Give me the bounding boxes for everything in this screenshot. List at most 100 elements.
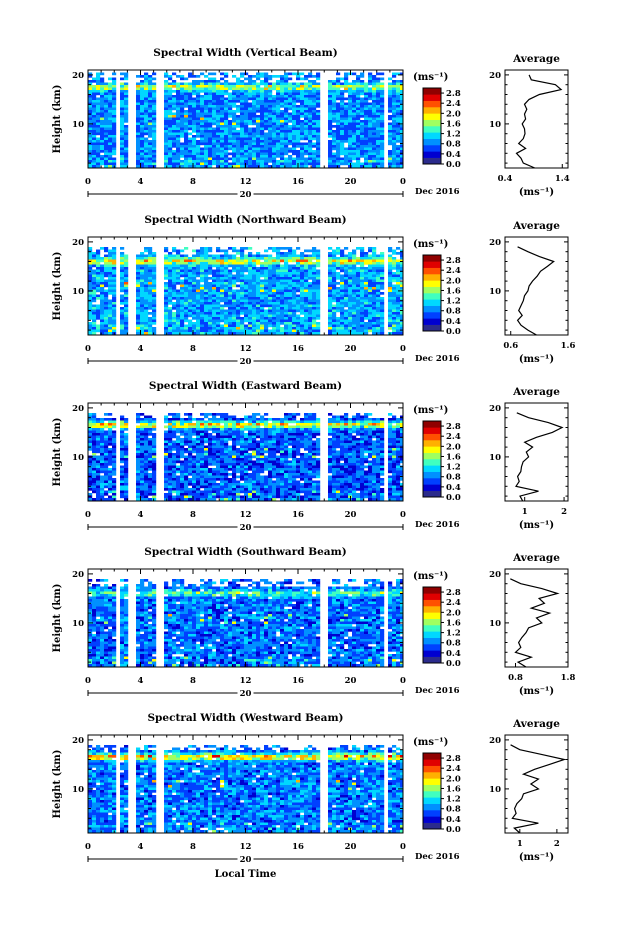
profile-x-label: (ms⁻¹) <box>519 187 554 198</box>
day-label: 20 <box>240 357 252 367</box>
x-tick-label: 12 <box>240 842 252 852</box>
y-tick-label: 10 <box>72 785 84 795</box>
colorbar-tick-label: 0.8 <box>446 805 461 815</box>
profile-x-tick-label: 2 <box>561 507 567 517</box>
heatmap-cells <box>88 413 403 501</box>
panel-5: Spectral Width (Westward Beam)1020Height… <box>52 712 569 865</box>
colorbar-segment <box>423 810 441 817</box>
colorbar-segment <box>423 753 441 760</box>
colorbar-tick-label: 2.0 <box>446 276 461 286</box>
colorbar-segment <box>423 587 441 594</box>
x-tick-label: 0 <box>85 842 91 852</box>
panel-title: Spectral Width (Southward Beam) <box>144 546 346 558</box>
colorbar-tick-label: 2.8 <box>446 754 461 764</box>
colorbar-tick-label: 2.4 <box>446 266 461 276</box>
profile-x-tick-label: 1.8 <box>561 673 576 683</box>
profile-title: Average <box>512 53 560 65</box>
profile-y-tick-label: 10 <box>489 619 501 629</box>
y-axis: 10 20 Height (km) <box>52 238 403 331</box>
day-label: 20 <box>240 190 252 200</box>
average-profile: Average 10 20 0.6 1.6 (ms⁻¹) <box>489 220 575 365</box>
colorbar-segment <box>423 126 441 133</box>
y-axis-label: Height (km) <box>52 252 63 321</box>
x-tick-label: 4 <box>138 177 144 187</box>
colorbar-tick-label: 2.0 <box>446 774 461 784</box>
profile-line <box>515 412 564 502</box>
profile-y-tick-label: 10 <box>489 453 501 463</box>
colorbar-tick-label: 1.6 <box>446 784 461 794</box>
colorbar: (ms⁻¹) 0.00.40.81.21.62.02.42.8 <box>413 239 461 337</box>
colorbar-segment <box>423 465 441 472</box>
day-label: 20 <box>240 855 252 865</box>
colorbar-tick-label: 2.4 <box>446 598 461 608</box>
profile-frame <box>504 69 569 169</box>
x-tick-label: 0 <box>400 344 406 354</box>
heatmap <box>88 579 403 667</box>
heatmap <box>88 72 403 168</box>
profile-x-tick-label: 2 <box>554 839 560 849</box>
panel-4: Spectral Width (Southward Beam) 10 20 Heigh… <box>52 546 575 699</box>
month-label: Dec 2016 <box>415 187 460 197</box>
profile-y-tick-label: 20 <box>489 404 501 414</box>
profile-x-tick-label: 1 <box>522 507 528 517</box>
x-tick-label: 8 <box>190 676 196 686</box>
colorbar-segment <box>423 816 441 823</box>
heatmap <box>88 745 403 833</box>
x-axis: 0 4 8 12 16 20 0 20 Dec 2016 <box>85 237 460 367</box>
colorbar-tick-label: 2.4 <box>446 764 461 774</box>
y-tick-label: 20 <box>72 404 84 414</box>
panel-title: Spectral Width (Northward Beam) <box>144 214 346 226</box>
colorbar-tick-label: 0.8 <box>446 140 461 150</box>
x-tick-label: 20 <box>345 510 357 520</box>
profile-frame <box>504 568 569 668</box>
colorbar-segment <box>423 650 441 657</box>
colorbar-segment <box>423 100 441 108</box>
colorbar-segment <box>423 94 441 101</box>
colorbar-segment <box>423 312 441 319</box>
day-label-bg <box>237 688 254 698</box>
panel-title: Spectral Width (Westward Beam) <box>147 712 343 724</box>
x-tick-label: 0 <box>400 177 406 187</box>
x-tick-label: 20 <box>345 842 357 852</box>
colorbar-segment <box>423 293 441 300</box>
colorbar-tick-label: 0.8 <box>446 639 461 649</box>
profile-x-tick-label: 1 <box>517 839 523 849</box>
x-tick-label: 0 <box>85 676 91 686</box>
y-axis: 10 20 Height (km) <box>52 404 403 497</box>
colorbar-segment <box>423 803 441 811</box>
x-axis: 0 4 8 12 16 20 0 20 Dec 2016 <box>85 70 460 200</box>
x-tick-label: 4 <box>138 842 144 852</box>
colorbar-tick-label: 0.4 <box>446 150 461 160</box>
month-label: Dec 2016 <box>415 520 460 530</box>
profile-title: Average <box>512 386 560 398</box>
colorbar-unit: (ms⁻¹) <box>413 72 448 83</box>
profile-y-tick-label: 20 <box>489 736 501 746</box>
heatmap-cells <box>88 72 403 168</box>
colorbar-segment <box>423 151 441 158</box>
colorbar-segment <box>423 324 441 332</box>
month-label: Dec 2016 <box>415 686 460 696</box>
profile-x-label: (ms⁻¹) <box>519 354 554 365</box>
profile-frame <box>504 402 569 502</box>
x-tick-label: 20 <box>345 676 357 686</box>
colorbar-segment <box>423 305 441 313</box>
colorbar-segment <box>423 427 441 434</box>
colorbar-segment <box>423 759 441 766</box>
colorbar-tick-label: 1.2 <box>446 629 461 639</box>
colorbar-frame <box>422 87 442 165</box>
day-label: 20 <box>240 689 252 699</box>
colorbar-segment <box>423 132 441 139</box>
profile-line <box>510 578 560 668</box>
colorbar-segment <box>423 274 441 281</box>
x-tick-label: 16 <box>292 842 304 852</box>
colorbar-tick-label: 0.4 <box>446 483 461 493</box>
x-tick-label: 0 <box>85 510 91 520</box>
x-axis: 0 4 8 12 16 20 0 20 Dec 2016 <box>85 735 460 865</box>
colorbar-segment <box>423 261 441 268</box>
y-tick-label: 20 <box>72 736 84 746</box>
colorbar-segment <box>423 644 441 651</box>
colorbar-segment <box>423 784 441 792</box>
